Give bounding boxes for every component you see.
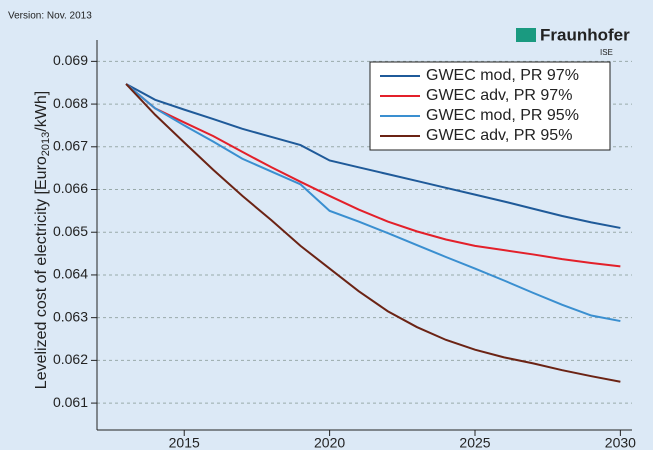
y-tick-label: 0.066	[53, 180, 88, 196]
legend-label: GWEC mod, PR 95%	[426, 107, 579, 124]
y-tick-label: 0.068	[53, 95, 88, 111]
series-line	[125, 83, 621, 229]
series-line	[125, 83, 621, 383]
series-line	[125, 83, 621, 268]
y-label-part: Levelized cost of electricity [Euro	[33, 156, 50, 389]
y-label-sub: 2013	[40, 132, 52, 156]
x-tick-label: 2015	[169, 435, 200, 450]
x-tick-label: 2020	[314, 435, 345, 450]
y-label-part: /kWh]	[33, 91, 50, 132]
series-line	[125, 83, 621, 323]
y-tick-label: 0.061	[53, 394, 88, 410]
legend-label: GWEC adv, PR 95%	[426, 127, 572, 144]
y-tick-label: 0.065	[53, 223, 88, 239]
x-tick-label: 2025	[459, 435, 490, 450]
legend-label: GWEC adv, PR 97%	[426, 87, 572, 104]
y-tick-label: 0.067	[53, 137, 88, 153]
logo: Fraunhofer ISE	[516, 25, 630, 57]
logo-text: Fraunhofer	[540, 25, 630, 44]
logo-sub: ISE	[600, 48, 613, 57]
logo-mark	[516, 28, 536, 42]
legend-label: GWEC mod, PR 97%	[426, 67, 579, 84]
y-axis-title: Levelized cost of electricity [Euro2013/…	[33, 91, 52, 389]
y-tick-label: 0.069	[53, 52, 88, 68]
y-tick-label: 0.063	[53, 308, 88, 324]
version-note: Version: Nov. 2013	[8, 11, 92, 22]
x-tick-label: 2030	[605, 435, 636, 450]
legend: GWEC mod, PR 97% GWEC adv, PR 97% GWEC mod…	[369, 61, 611, 151]
y-tick-label: 0.064	[53, 266, 88, 282]
y-tick-label: 0.062	[53, 351, 88, 367]
